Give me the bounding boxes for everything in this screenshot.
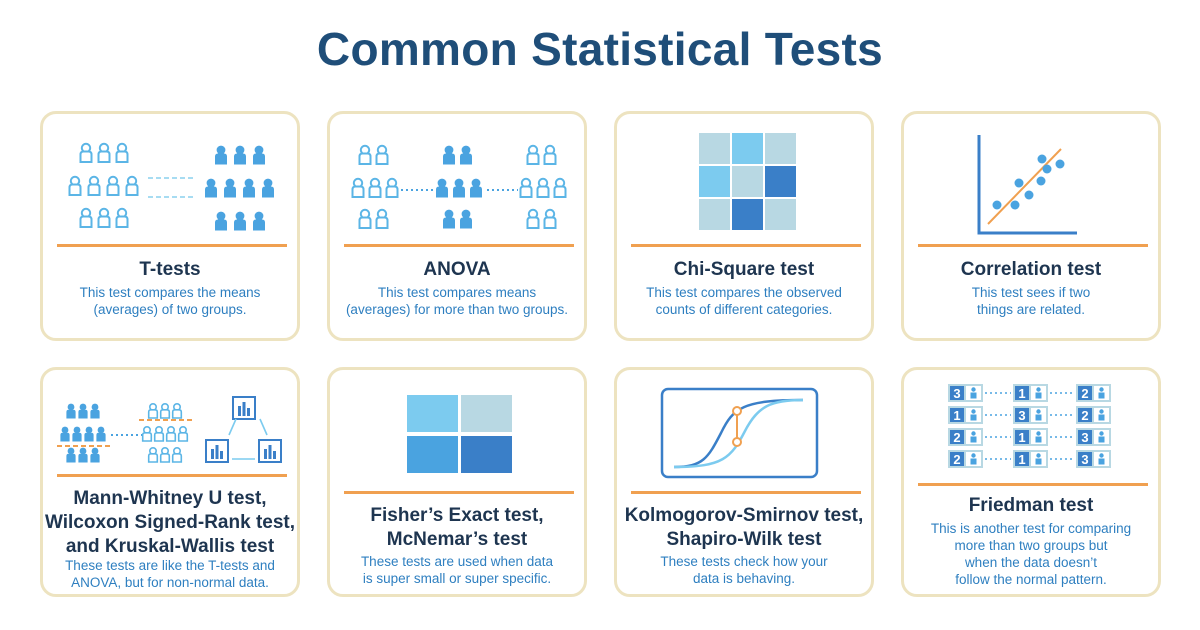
rank-number: 3 bbox=[1018, 408, 1025, 423]
card-t-tests: T-tests This test compares the means (ave… bbox=[40, 111, 300, 341]
card-nonparametric: Mann-Whitney U test, Wilcoxon Signed-Rank… bbox=[40, 367, 300, 597]
card-description: This test compares the means (averages) o… bbox=[79, 285, 261, 317]
ranked-distribution-icon bbox=[57, 396, 282, 463]
divider bbox=[631, 244, 861, 247]
divider bbox=[57, 474, 287, 477]
rank-number: 1 bbox=[953, 408, 960, 423]
card-title: Chi-Square test bbox=[673, 259, 815, 280]
cdf-curves-icon bbox=[660, 387, 819, 479]
rank-table-icon: 3 1 2 1 3 2 2 1 3 2 1 3 bbox=[904, 370, 1158, 480]
rank-number: 3 bbox=[1081, 452, 1088, 467]
rank-cell: 2 bbox=[1076, 384, 1111, 402]
scatter-plot-icon bbox=[977, 135, 1077, 235]
card-description: These tests check how your data is behavi… bbox=[660, 554, 828, 586]
card-description: These tests are like the T-tests and ANOV… bbox=[65, 558, 275, 590]
rank-cell: 3 bbox=[1013, 406, 1048, 424]
rank-number: 2 bbox=[953, 452, 960, 467]
rank-cell: 1 bbox=[1013, 450, 1048, 468]
rank-cell: 3 bbox=[1076, 450, 1111, 468]
page-title: Common Statistical Tests bbox=[316, 23, 884, 75]
divider bbox=[631, 491, 861, 494]
rank-number: 1 bbox=[1018, 386, 1025, 401]
rank-cell: 2 bbox=[948, 428, 983, 446]
rank-number: 3 bbox=[1081, 430, 1088, 445]
rank-cell: 1 bbox=[948, 406, 983, 424]
divider bbox=[918, 244, 1148, 247]
rank-cell: 2 bbox=[1076, 406, 1111, 424]
card-correlation: Correlation test This test sees if two th… bbox=[901, 111, 1161, 341]
card-title: Mann-Whitney U test, Wilcoxon Signed-Rank… bbox=[44, 488, 296, 557]
card-title: Kolmogorov-Smirnov test, Shapiro-Wilk tes… bbox=[624, 505, 864, 550]
rank-number: 2 bbox=[953, 430, 960, 445]
rank-number: 1 bbox=[1018, 430, 1025, 445]
rank-number: 2 bbox=[1081, 408, 1088, 423]
people-group-icon bbox=[68, 142, 274, 231]
card-anova: ANOVA This test compares means (averages)… bbox=[327, 111, 587, 341]
card-chi-square: Chi-Square test This test compares the o… bbox=[614, 111, 874, 341]
people-groups-icon bbox=[351, 144, 567, 229]
rank-number: 1 bbox=[1018, 452, 1025, 467]
card-title: Fisher’s Exact test, McNemar’s test bbox=[370, 505, 544, 550]
divider bbox=[57, 244, 287, 247]
card-description: This test sees if two things are related. bbox=[971, 285, 1091, 317]
card-friedman: 3 1 2 1 3 2 2 1 3 2 1 3 Friedman test This is anoth… bbox=[901, 367, 1161, 597]
contingency-grid-icon bbox=[699, 133, 796, 230]
card-title: Friedman test bbox=[968, 495, 1094, 516]
divider bbox=[918, 483, 1148, 486]
rank-number: 2 bbox=[1081, 386, 1088, 401]
rank-cell: 1 bbox=[1013, 384, 1048, 402]
rank-cell: 3 bbox=[948, 384, 983, 402]
card-title: Correlation test bbox=[960, 259, 1102, 280]
rank-cell: 3 bbox=[1076, 428, 1111, 446]
card-description: These tests are used when data is super s… bbox=[360, 554, 554, 586]
card-title: T-tests bbox=[139, 259, 201, 280]
card-description: This test compares the observed counts of… bbox=[646, 285, 842, 317]
rank-cell: 1 bbox=[1013, 428, 1048, 446]
card-fishers-exact: Fisher’s Exact test, McNemar’s test These… bbox=[327, 367, 587, 597]
card-description: This is another test for comparing more t… bbox=[930, 521, 1132, 587]
card-description: This test compares means (averages) for m… bbox=[345, 285, 569, 317]
card-title: ANOVA bbox=[423, 259, 491, 280]
divider bbox=[344, 244, 574, 247]
two-by-two-table-icon bbox=[407, 395, 512, 473]
card-kolmogorov-smirnov: Kolmogorov-Smirnov test, Shapiro-Wilk tes… bbox=[614, 367, 874, 597]
rank-cell: 2 bbox=[948, 450, 983, 468]
rank-table-svg: 3 1 2 1 3 2 2 1 3 2 1 3 bbox=[948, 384, 1111, 468]
divider bbox=[344, 491, 574, 494]
rank-number: 3 bbox=[953, 386, 960, 401]
